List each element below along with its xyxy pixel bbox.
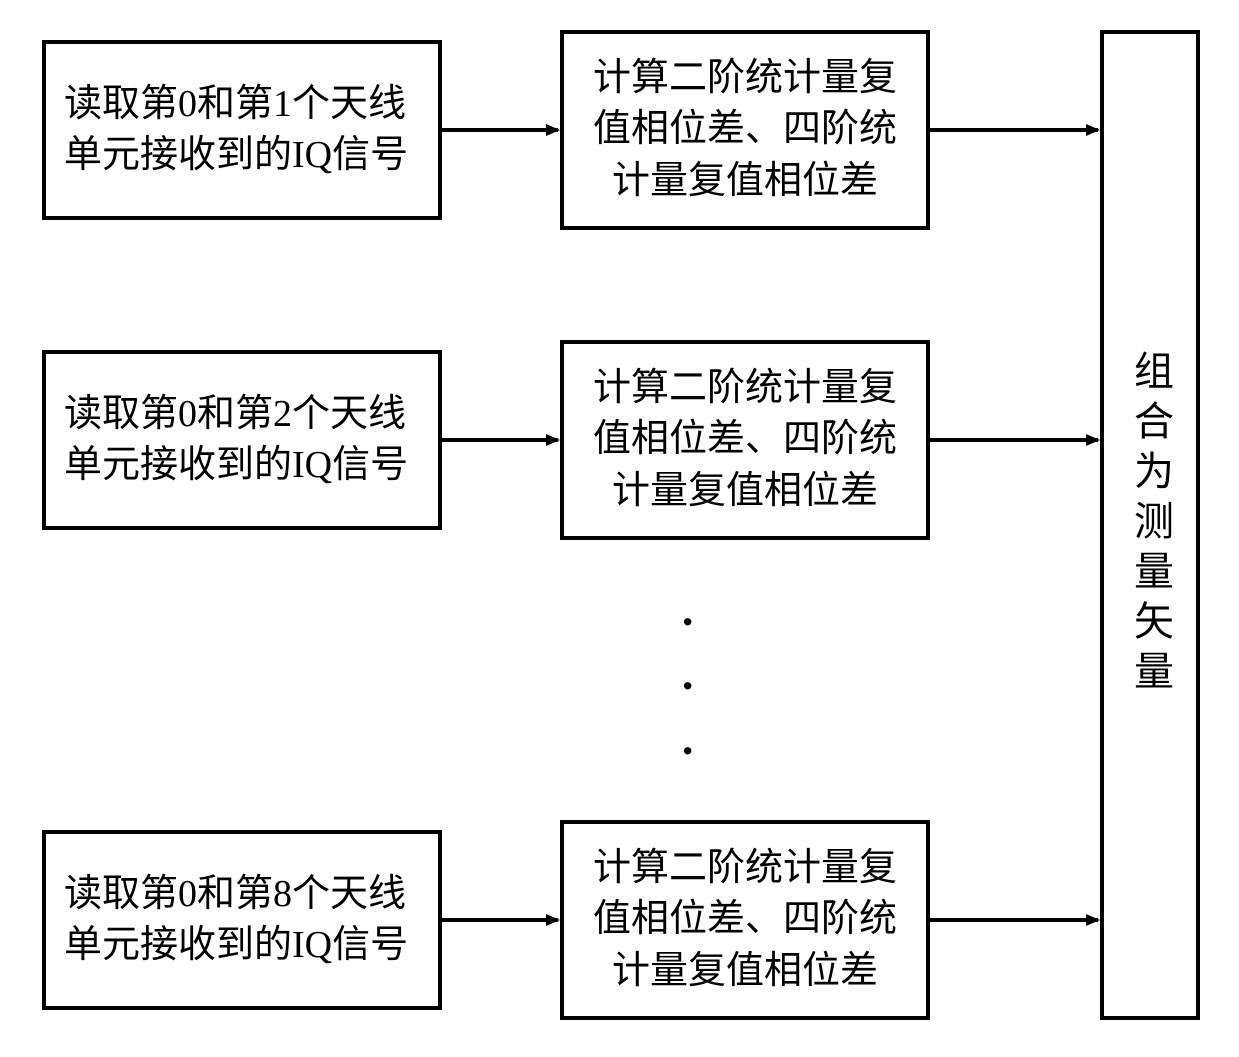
flow-box-calc-01: 计算二阶统计量复值相位差、四阶统计量复值相位差: [560, 30, 930, 230]
flow-box-text: 读取第0和第8个天线单元接收到的IQ信号: [64, 869, 420, 972]
flow-box-combine: 组合为测量矢量: [1100, 30, 1200, 1020]
flow-box-calc-02: 计算二阶统计量复值相位差、四阶统计量复值相位差: [560, 340, 930, 540]
flow-box-read-08: 读取第0和第8个天线单元接收到的IQ信号: [42, 830, 442, 1010]
ellipsis-dots: ···: [680, 590, 695, 783]
flow-box-read-01: 读取第0和第1个天线单元接收到的IQ信号: [42, 40, 442, 220]
flow-box-read-02: 读取第0和第2个天线单元接收到的IQ信号: [42, 350, 442, 530]
flow-box-text: 读取第0和第2个天线单元接收到的IQ信号: [64, 389, 420, 492]
flow-box-text: 计算二阶统计量复值相位差、四阶统计量复值相位差: [582, 363, 908, 517]
flow-box-text: 计算二阶统计量复值相位差、四阶统计量复值相位差: [582, 843, 908, 997]
flow-box-calc-08: 计算二阶统计量复值相位差、四阶统计量复值相位差: [560, 820, 930, 1020]
flow-box-text: 读取第0和第1个天线单元接收到的IQ信号: [64, 79, 420, 182]
flow-box-text: 组合为测量矢量: [1121, 350, 1179, 700]
flow-box-text: 计算二阶统计量复值相位差、四阶统计量复值相位差: [582, 53, 908, 207]
